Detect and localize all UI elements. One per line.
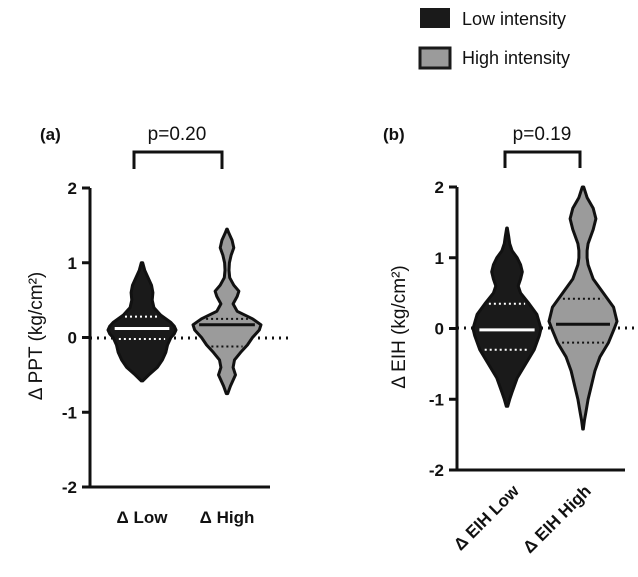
panel-label: (a) [40, 125, 61, 144]
violin-low [106, 261, 178, 383]
y-tick-label: -2 [62, 478, 77, 497]
y-tick-label: 0 [435, 320, 444, 339]
legend-label-low: Low intensity [462, 9, 566, 29]
y-tick-label: 0 [68, 329, 77, 348]
y-tick-label: 1 [435, 249, 444, 268]
y-tick-label: -1 [62, 403, 77, 422]
y-tick-label: 2 [68, 179, 77, 198]
y-tick-label: -1 [429, 390, 444, 409]
legend-label-high: High intensity [462, 48, 570, 68]
violin-high [547, 185, 619, 431]
legend: Low intensity High intensity [418, 8, 570, 70]
violin-high [191, 227, 263, 396]
panel-a: (a) p=0.20 Δ PPT (kg/cm²) 210-1-2 Δ Low … [26, 124, 290, 527]
p-value-label: p=0.20 [148, 124, 207, 145]
panel-label: (b) [383, 125, 405, 144]
significance-bracket [503, 150, 582, 168]
p-value-label: p=0.19 [513, 124, 572, 145]
x-category-label-low: Δ EIH Low [450, 481, 523, 554]
y-tick-label: 1 [68, 254, 77, 273]
significance-bracket [132, 150, 224, 169]
x-category-label-low: Δ Low [117, 508, 169, 527]
violin-low [471, 226, 543, 408]
legend-swatch-high [418, 46, 452, 70]
legend-swatch-low [420, 8, 450, 28]
y-axis-label: Δ PPT (kg/cm²) [26, 272, 47, 400]
x-category-label-high: Δ EIH High [519, 481, 595, 557]
y-tick-label: -2 [429, 461, 444, 480]
y-axis-label: Δ EIH (kg/cm²) [389, 265, 410, 389]
x-category-label-high: Δ High [200, 508, 255, 527]
panel-b: (b) p=0.19 Δ EIH (kg/cm²) 2 1 0 -1 -2 Δ EIH … [383, 124, 638, 557]
y-tick-label: 2 [435, 178, 444, 197]
